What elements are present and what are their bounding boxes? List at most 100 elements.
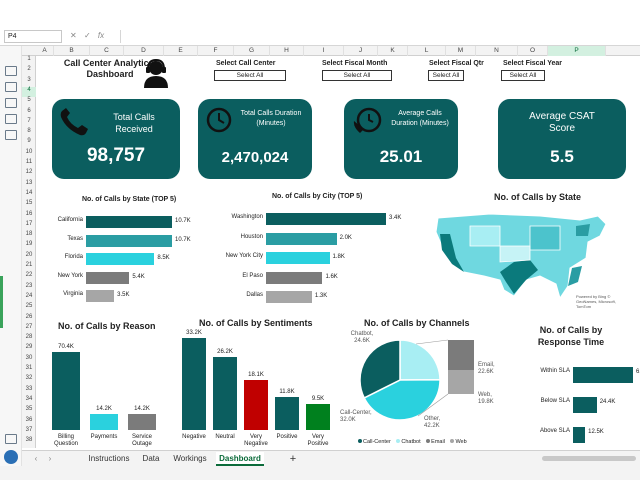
column-header[interactable]: O — [518, 46, 548, 56]
bar — [306, 403, 330, 430]
row-header[interactable]: 13 — [25, 179, 33, 186]
column-header[interactable]: M — [446, 46, 476, 56]
pie-data-label: Web, 19.8K — [478, 392, 494, 405]
kpi-csat: Average CSAT Score 5.5 — [498, 99, 626, 179]
row-header[interactable]: 21 — [25, 262, 33, 268]
add-sheet-icon[interactable]: + — [289, 453, 297, 465]
row-header[interactable]: 2 — [27, 66, 31, 73]
bar-category-label: New York — [57, 272, 83, 279]
row-header[interactable]: 22 — [25, 272, 33, 279]
row-header[interactable]: 10 — [25, 148, 33, 155]
column-header[interactable]: F — [198, 46, 234, 56]
ribbon-area — [0, 0, 640, 28]
share-icon[interactable] — [5, 434, 17, 444]
column-header[interactable]: D — [124, 46, 164, 56]
row-header[interactable]: 33 — [25, 385, 33, 392]
kpi-label: Total Calls Duration (Minutes) — [240, 110, 302, 127]
column-header[interactable]: K — [378, 46, 408, 56]
row-header[interactable]: 23 — [25, 282, 33, 289]
row-header[interactable]: 19 — [25, 241, 33, 248]
row-header[interactable]: 8 — [27, 128, 31, 135]
column-header[interactable]: C — [90, 46, 124, 56]
slicer-call-center[interactable]: Select All — [214, 70, 286, 81]
column-header[interactable]: P — [548, 46, 606, 56]
row-header[interactable]: 34 — [25, 395, 33, 402]
tab-prev-icon[interactable]: ‹ — [34, 454, 38, 463]
column-header[interactable]: N — [476, 46, 518, 56]
settings-icon[interactable] — [4, 450, 18, 464]
row-header[interactable]: 29 — [25, 344, 33, 351]
column-header[interactable]: I — [304, 46, 344, 56]
row-header[interactable]: 30 — [25, 354, 33, 361]
column-header[interactable]: H — [270, 46, 304, 56]
cancel-icon[interactable]: ✕ — [70, 31, 77, 40]
bar-value-label: 18.1K — [248, 371, 264, 378]
bar — [86, 290, 115, 302]
link-icon[interactable] — [5, 130, 17, 140]
row-header[interactable]: 4 — [22, 86, 36, 97]
row-header[interactable]: 12 — [25, 169, 33, 176]
column-header[interactable]: E — [164, 46, 198, 56]
pie-data-label: Email, 22.6K — [478, 362, 495, 375]
row-header[interactable]: 38 — [25, 437, 33, 444]
row-header[interactable]: 35 — [25, 406, 33, 413]
row-header[interactable]: 36 — [25, 416, 33, 423]
pie-breakout-bar — [448, 370, 474, 394]
row-header[interactable]: 31 — [25, 365, 33, 371]
slicer-fiscal-qtr[interactable]: Select All — [428, 70, 464, 81]
bar-category-label: Positive — [276, 434, 298, 440]
row-header[interactable]: 14 — [25, 189, 33, 196]
column-header[interactable]: A — [36, 46, 54, 56]
horizontal-scrollbar[interactable] — [542, 456, 636, 461]
row-header[interactable]: 32 — [25, 375, 33, 382]
bar-value-label: 3.4K — [389, 215, 402, 221]
print-icon[interactable] — [5, 98, 17, 108]
row-header[interactable]: 3 — [27, 76, 31, 83]
row-header[interactable]: 37 — [25, 426, 33, 433]
grid-icon[interactable] — [5, 114, 17, 124]
row-header[interactable]: 25 — [25, 303, 33, 310]
enter-icon[interactable]: ✓ — [83, 31, 91, 40]
formula-input[interactable] — [120, 30, 636, 43]
slicer-fiscal-year[interactable]: Select All — [501, 70, 545, 81]
kpi-total-duration: Total Calls Duration (Minutes) 2,470,024 — [198, 99, 312, 179]
tab-workings[interactable]: Workings — [173, 454, 207, 463]
column-header[interactable]: B — [54, 46, 90, 56]
row-header[interactable]: 11 — [25, 159, 33, 165]
kpi-value: 98,757 — [86, 145, 146, 166]
bar-category-label: Florida — [64, 254, 83, 260]
bar — [266, 232, 337, 245]
row-header[interactable]: 17 — [25, 220, 33, 227]
row-header[interactable]: 7 — [27, 117, 31, 124]
name-box[interactable]: P4 — [4, 30, 62, 43]
tab-next-icon[interactable]: › — [48, 454, 52, 463]
row-header[interactable]: 27 — [25, 323, 33, 330]
row-header[interactable]: 20 — [25, 251, 33, 258]
legend-item: Web — [455, 439, 467, 445]
column-header[interactable]: J — [344, 46, 378, 56]
tab-data[interactable]: Data — [142, 454, 160, 463]
row-header[interactable]: 6 — [27, 107, 31, 114]
tab-instructions[interactable]: Instructions — [88, 454, 130, 463]
chart-title-reason: No. of Calls by Reason — [58, 321, 156, 331]
phone-clock-icon — [353, 107, 382, 133]
slicer-label-call-center: Select Call Center — [216, 60, 276, 67]
column-header[interactable]: L — [408, 46, 446, 56]
fx-label[interactable]: fx — [97, 31, 105, 40]
row-header[interactable]: 5 — [27, 97, 31, 104]
chart-icon[interactable] — [5, 82, 17, 92]
row-header[interactable]: 16 — [25, 210, 33, 217]
row-header[interactable]: 18 — [25, 231, 33, 238]
bar-value-label: 10.7K — [175, 236, 191, 243]
tab-dashboard[interactable]: Dashboard — [216, 452, 264, 466]
slicer-fiscal-month[interactable]: Select All — [322, 70, 392, 81]
row-header[interactable]: 1 — [27, 56, 31, 62]
row-header[interactable]: 15 — [25, 200, 33, 207]
row-header[interactable]: 26 — [25, 313, 33, 320]
column-header[interactable]: G — [234, 46, 270, 56]
table-icon[interactable] — [5, 66, 17, 76]
row-header[interactable]: 28 — [25, 334, 33, 341]
row-header[interactable]: 9 — [27, 138, 31, 145]
row-header[interactable]: 24 — [25, 292, 33, 299]
